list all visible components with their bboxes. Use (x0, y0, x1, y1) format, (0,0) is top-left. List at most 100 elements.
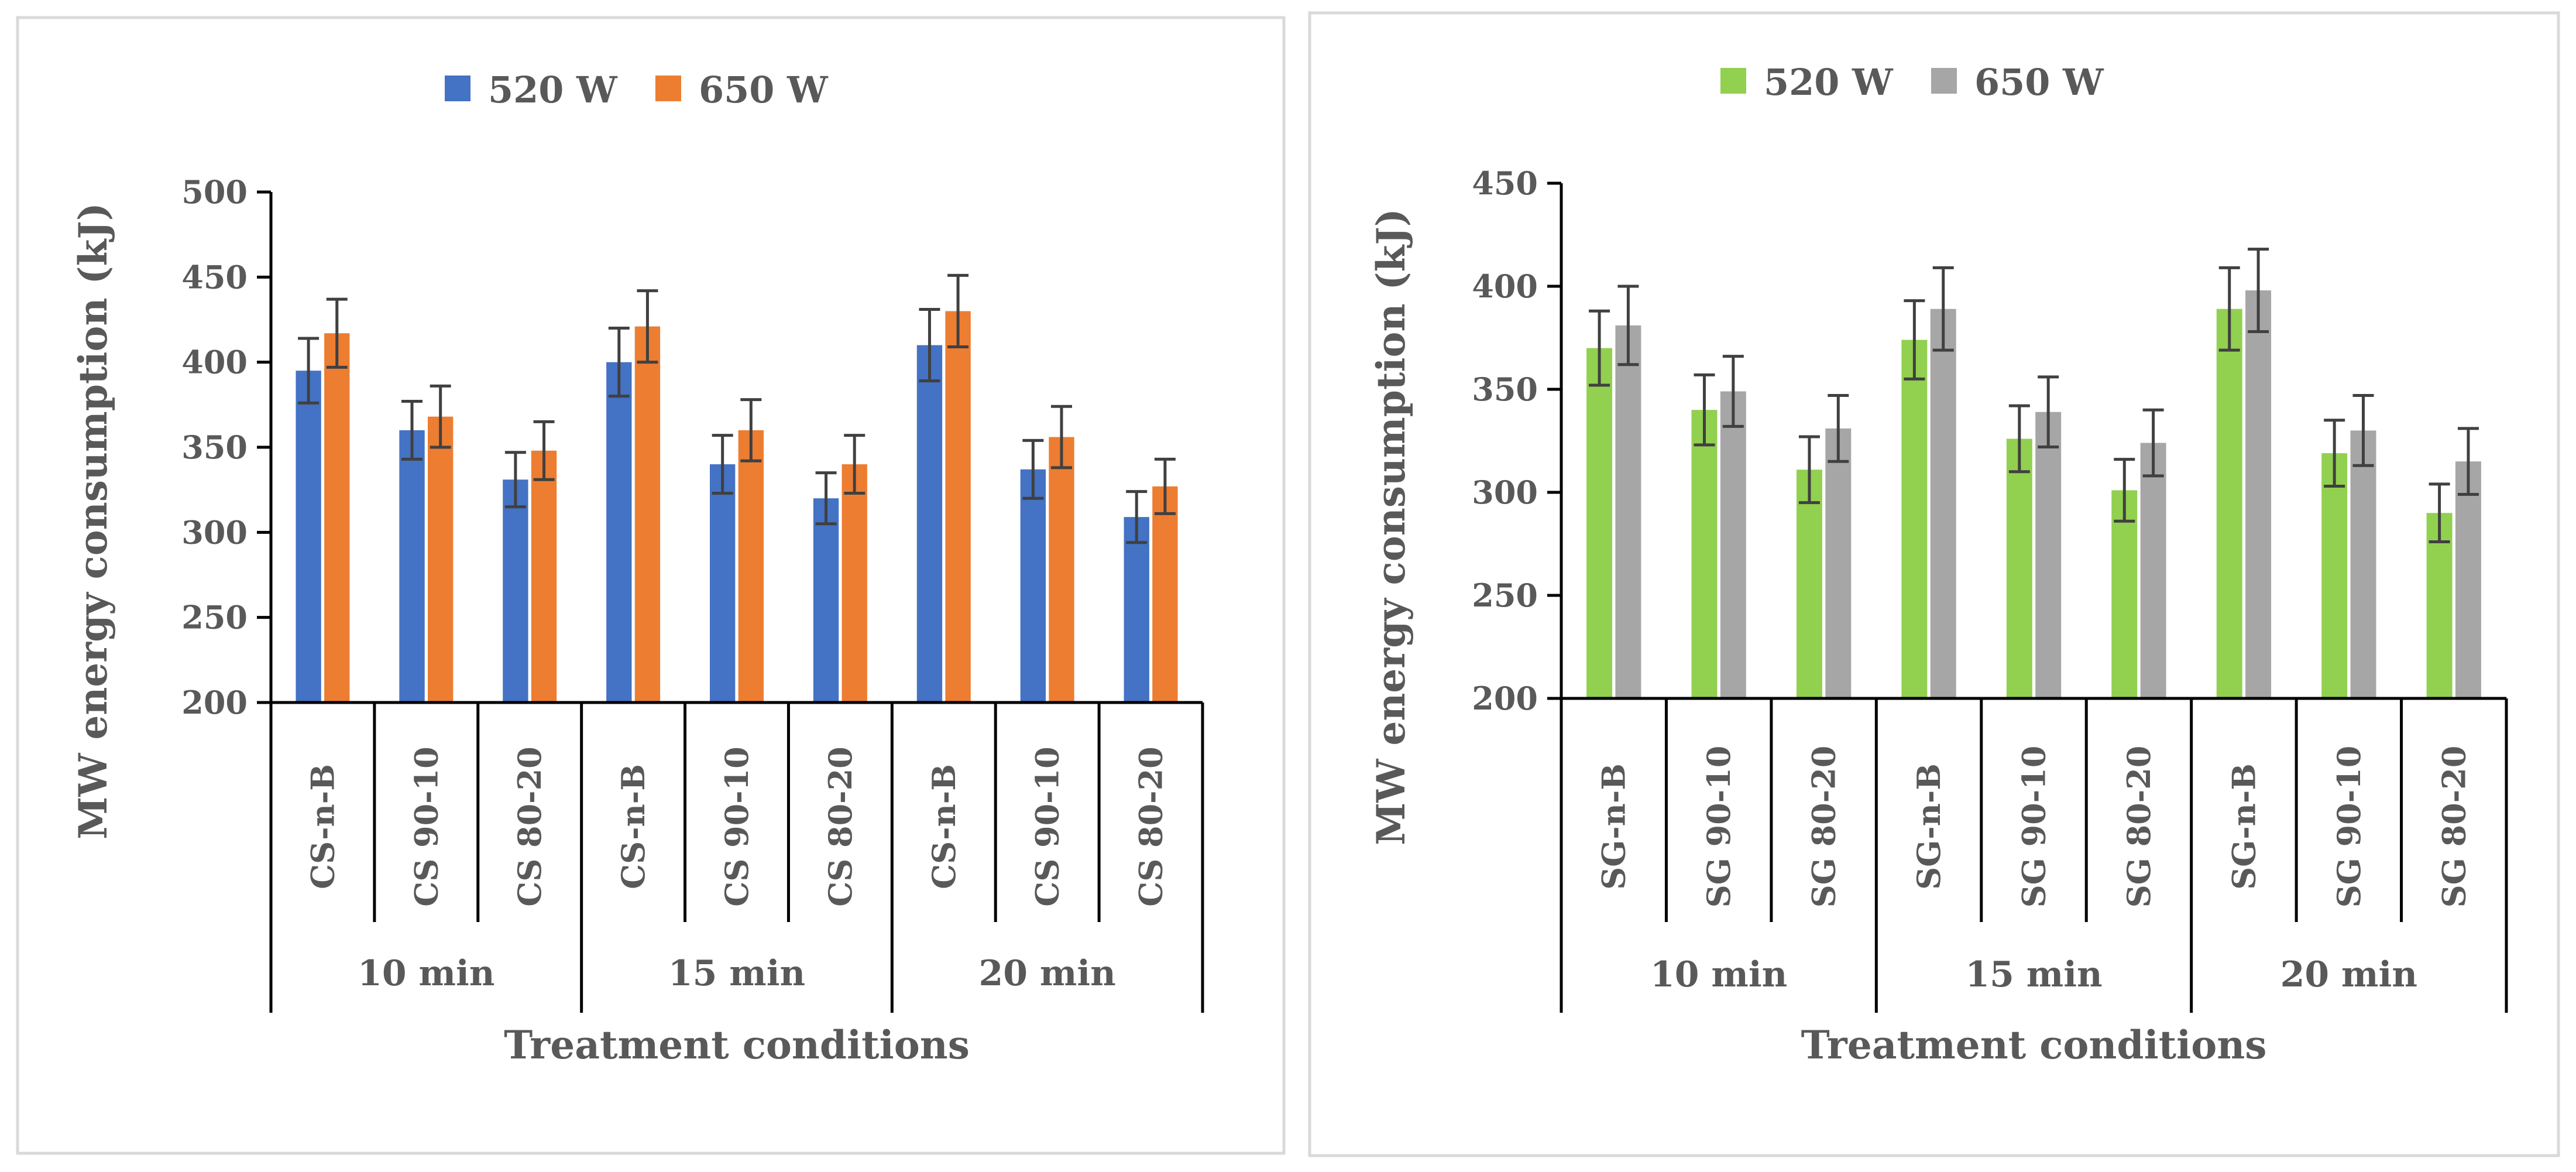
legend-label: 520 W (1764, 61, 1894, 104)
error-bar (1617, 285, 1639, 366)
bar-520w-3 (1796, 470, 1822, 698)
error-bar (1722, 355, 1744, 428)
x-category-label: SG 80-20 (2435, 746, 2472, 908)
error-bar (1589, 309, 1610, 387)
error-bar (1798, 435, 1820, 505)
legend-swatch (445, 76, 470, 101)
error-bar (2008, 404, 2030, 474)
x-category-label: CS 80-20 (822, 746, 859, 906)
error-bar (430, 384, 451, 449)
bar-650w-9 (2455, 461, 2481, 698)
bar-520w-1 (1586, 348, 1613, 698)
legend-swatch (1931, 68, 1957, 94)
x-group-label: 15 min (1965, 954, 2102, 995)
bar-650w-6 (842, 464, 867, 702)
x-group-label: 10 min (1650, 954, 1787, 995)
error-bar (298, 337, 320, 405)
error-bar (2114, 458, 2135, 523)
x-category-label: SG 90-10 (1700, 746, 1737, 908)
legend: 520 W 650 W (445, 68, 829, 111)
bar-520w-5 (2006, 438, 2032, 698)
x-group-label: 10 min (358, 953, 494, 994)
y-tick-label: 500 (181, 173, 248, 211)
error-bar (1126, 490, 1148, 544)
bar-650w-9 (1152, 486, 1178, 702)
x-category-label: CS 80-20 (1132, 746, 1170, 906)
bar-520w-1 (296, 371, 321, 702)
error-bar (2038, 375, 2059, 449)
x-category-label: CS 90-10 (407, 746, 445, 906)
error-bar (1932, 266, 1954, 352)
legend-swatch (1720, 68, 1746, 94)
bar-650w-7 (945, 311, 971, 702)
x-category-label: SG-n-B (1910, 763, 1948, 890)
y-tick-label: 300 (181, 513, 248, 551)
error-bar (2248, 248, 2269, 333)
bar-650w-3 (1825, 428, 1852, 698)
error-bar (1828, 394, 1849, 463)
x-axis-title: Treatment conditions (504, 1022, 970, 1068)
error-bar (504, 451, 526, 509)
bar-520w-6 (2111, 490, 2138, 698)
bar-520w-4 (606, 362, 632, 702)
bar-520w-2 (399, 430, 425, 702)
x-category-label: SG-n-B (2225, 763, 2262, 890)
x-category-label: SG 80-20 (1805, 746, 1843, 908)
error-bar (947, 273, 969, 349)
error-bar (2142, 408, 2164, 478)
y-tick-label: 300 (1472, 474, 1538, 511)
bar-650w-1 (1615, 325, 1641, 698)
bar-650w-8 (1049, 437, 1074, 702)
x-group-label: 20 min (979, 953, 1116, 994)
legend-swatch (655, 76, 681, 101)
y-tick-label: 350 (181, 429, 248, 466)
x-category-label: CS-n-B (614, 764, 652, 889)
y-tick-label: 200 (181, 684, 248, 721)
bar-520w-4 (1901, 340, 1928, 698)
x-category-label: CS 90-10 (1029, 746, 1066, 906)
bar-650w-5 (2035, 412, 2062, 698)
x-category-label: SG-n-B (1595, 763, 1633, 890)
bar-520w-8 (2321, 453, 2348, 698)
error-bar (1050, 405, 1072, 470)
bar-650w-6 (2140, 443, 2166, 698)
bar-520w-9 (1124, 517, 1149, 702)
y-tick-label: 400 (181, 344, 248, 381)
x-category-label: CS 80-20 (511, 746, 548, 906)
bar-650w-2 (427, 416, 454, 702)
y-tick-label: 450 (1472, 165, 1538, 202)
error-bar (326, 297, 348, 369)
chart-2: 200 250 300 350 400 450 SG-n-B SG 90-10 SG 80-20… (1308, 11, 2560, 1157)
y-tick-label: 250 (181, 599, 248, 636)
bar-650w-4 (1930, 309, 1956, 698)
bar-520w-9 (2426, 513, 2453, 698)
x-category-label: SG 80-20 (2120, 746, 2158, 908)
error-bar (2429, 482, 2450, 543)
chart-1: 200 250 300 350 400 450 500 CS-n-B CS 90-10 CS 80… (16, 16, 1286, 1155)
x-category-label: CS-n-B (304, 764, 341, 889)
error-bar (2218, 266, 2240, 352)
bar-650w-3 (531, 450, 557, 702)
error-bar (533, 420, 555, 481)
legend-label: 520 W (488, 68, 618, 111)
x-category-label: SG 90-10 (2015, 746, 2053, 908)
error-bar (2352, 394, 2374, 467)
error-bar (1694, 373, 1715, 447)
error-bar (2324, 419, 2345, 488)
x-category-label: CS 90-10 (718, 746, 755, 906)
bar-650w-2 (1720, 391, 1746, 698)
error-bar (1154, 457, 1176, 515)
x-axis-title: Treatment conditions (1801, 1022, 2267, 1068)
error-bar (637, 289, 658, 364)
bar-650w-8 (2350, 430, 2376, 698)
legend: 520 W 650 W (1720, 61, 2104, 104)
error-bar (2457, 427, 2479, 496)
bar-650w-5 (738, 430, 764, 702)
bar-650w-7 (2245, 290, 2272, 698)
x-category-label: SG 90-10 (2330, 746, 2368, 908)
y-tick-label: 200 (1472, 680, 1538, 717)
error-bar (1904, 299, 1925, 381)
x-group-label: 20 min (2280, 954, 2417, 995)
error-bar (740, 398, 762, 462)
